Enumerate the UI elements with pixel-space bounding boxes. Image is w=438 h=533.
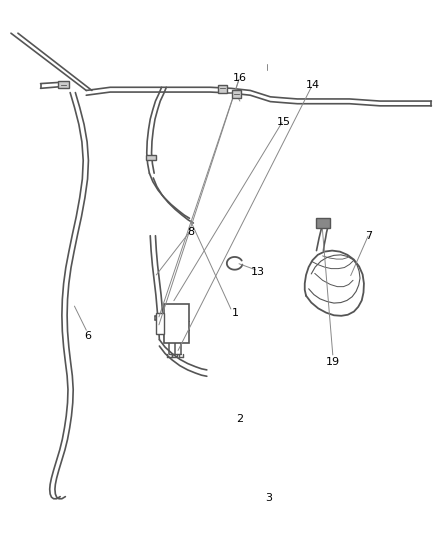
Text: 2: 2 — [237, 414, 244, 424]
Text: 3: 3 — [265, 493, 272, 503]
Text: 19: 19 — [326, 357, 340, 367]
FancyBboxPatch shape — [317, 217, 329, 228]
FancyBboxPatch shape — [58, 82, 69, 88]
Text: 15: 15 — [276, 117, 290, 127]
FancyBboxPatch shape — [232, 90, 241, 98]
Text: 6: 6 — [84, 332, 91, 342]
Text: 13: 13 — [251, 267, 265, 277]
Text: 14: 14 — [306, 79, 320, 90]
Text: 8: 8 — [187, 227, 194, 237]
Text: 16: 16 — [233, 72, 247, 83]
FancyBboxPatch shape — [218, 85, 227, 93]
Text: 7: 7 — [366, 231, 373, 241]
Text: 1: 1 — [232, 308, 239, 318]
FancyBboxPatch shape — [156, 313, 164, 334]
FancyBboxPatch shape — [164, 304, 189, 343]
FancyBboxPatch shape — [146, 155, 156, 160]
